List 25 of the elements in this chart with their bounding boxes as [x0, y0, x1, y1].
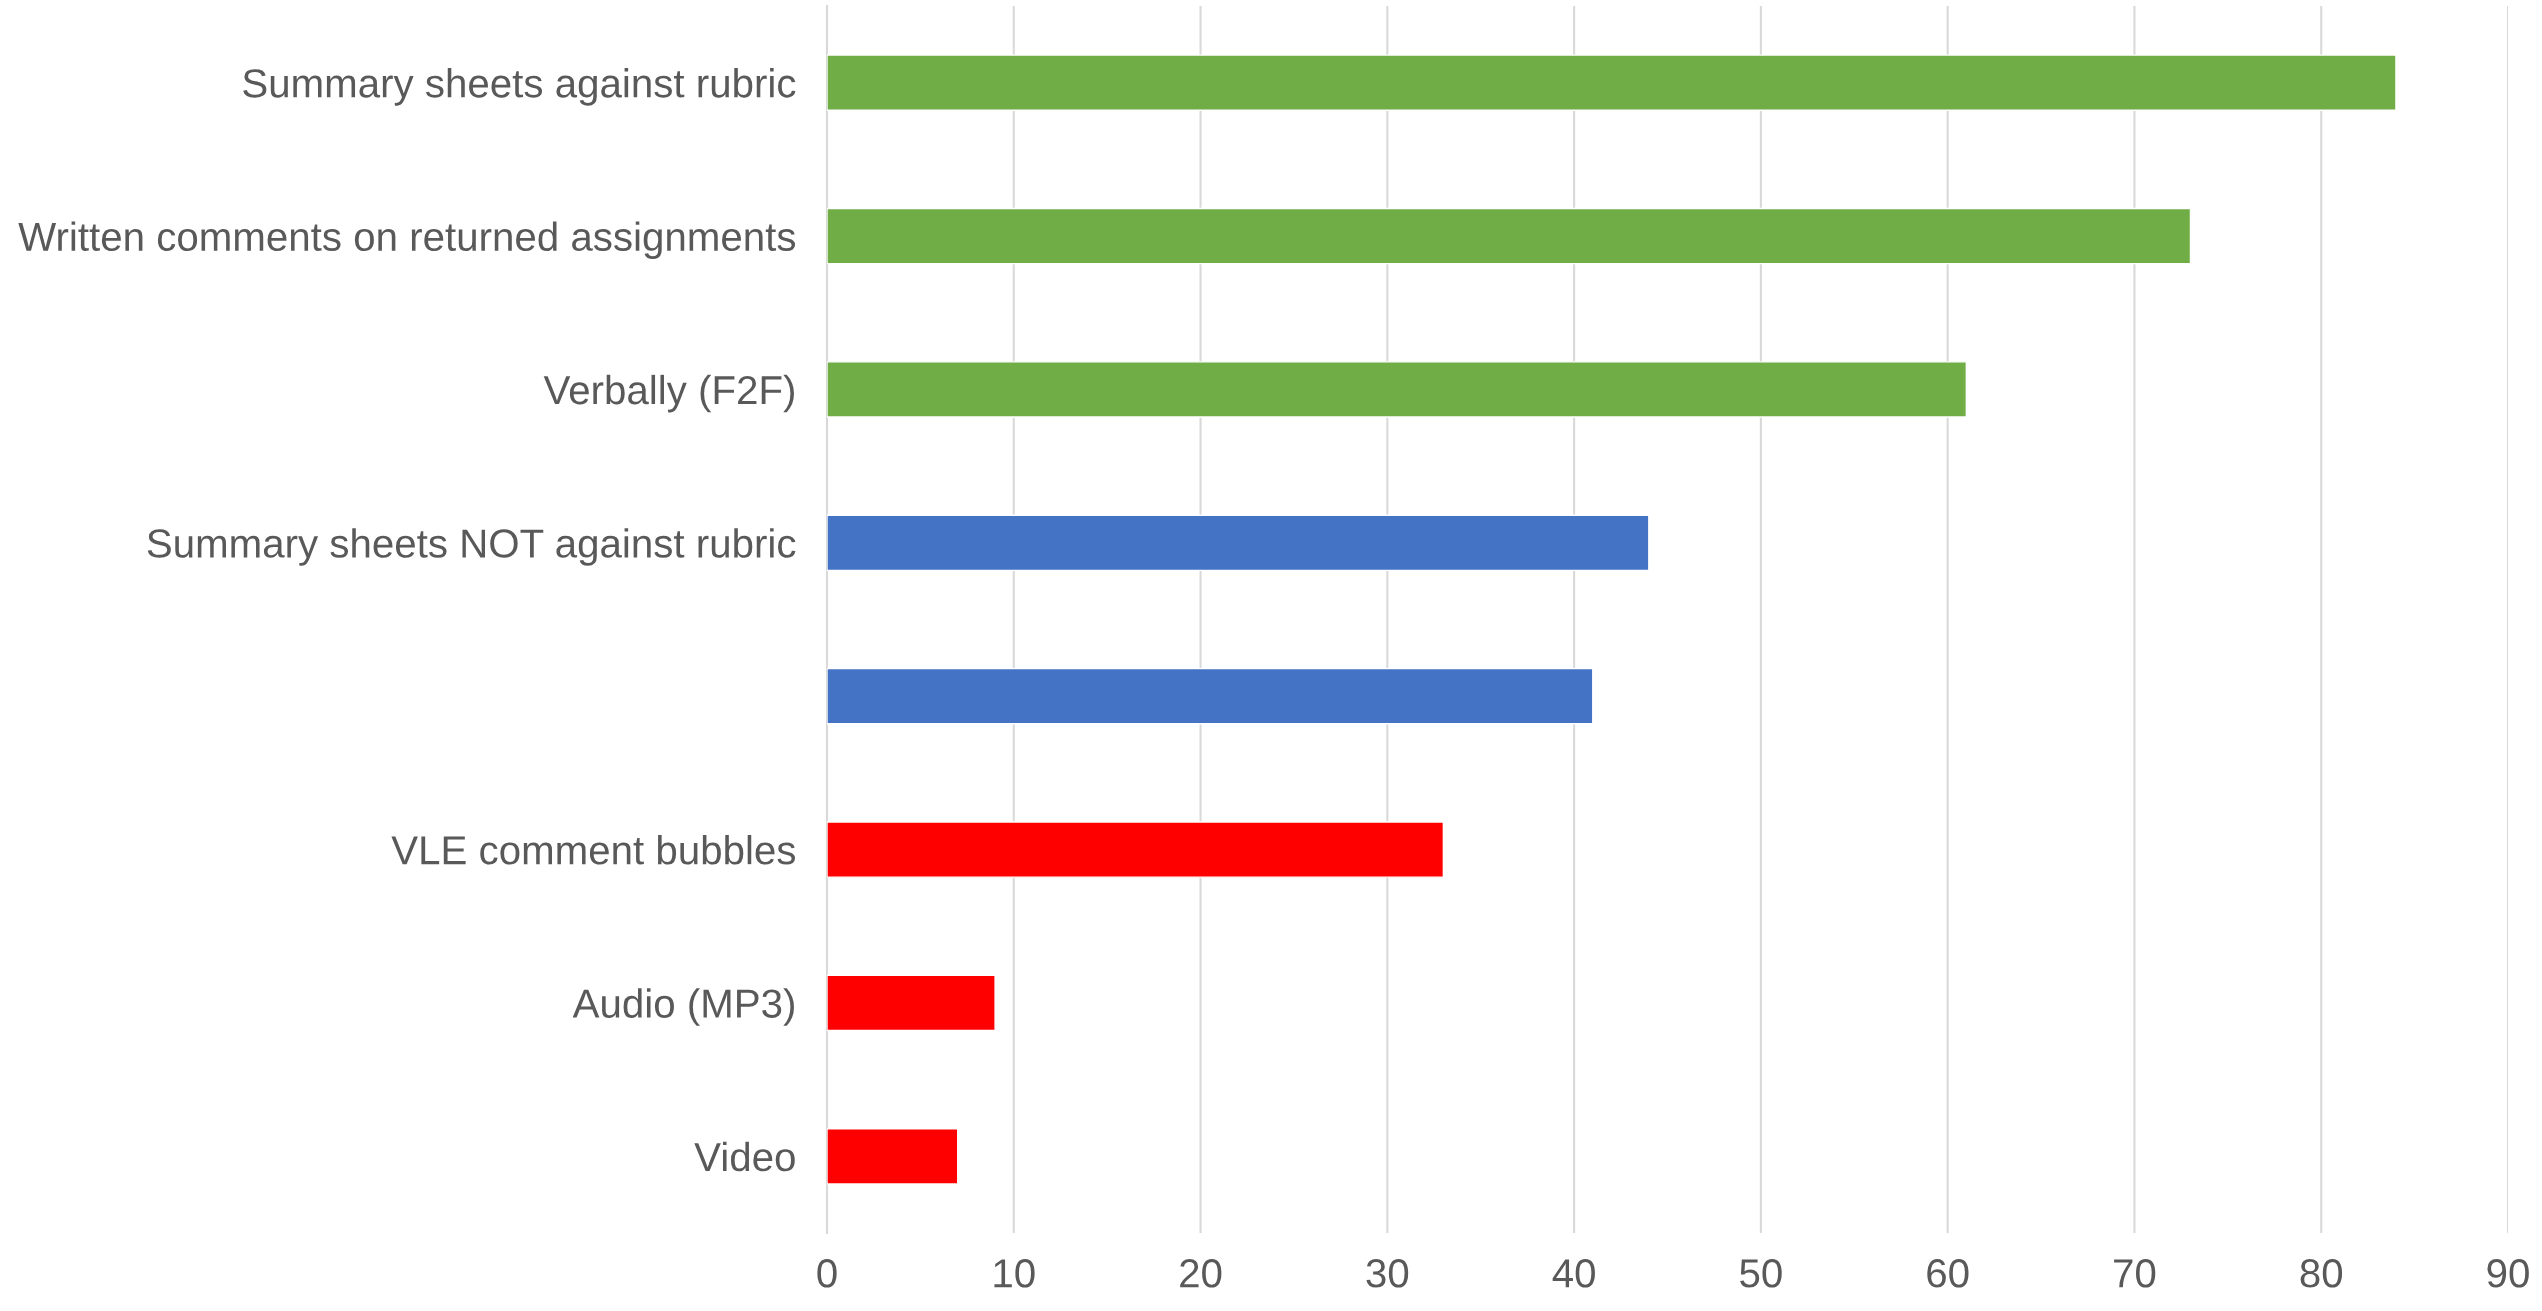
- y-tick-label: Video: [694, 1141, 795, 1172]
- y-tick-label: Audio (MP3): [572, 988, 794, 1026]
- bar: [827, 207, 2192, 265]
- x-tick-label: 40: [1552, 1259, 1595, 1288]
- x-tick-label: 50: [1740, 1259, 1782, 1288]
- x-tick-label: 10: [994, 1259, 1035, 1288]
- bar: [827, 54, 2397, 111]
- bar: [827, 1128, 959, 1185]
- y-tick-label: Written comments on returned assignments: [18, 221, 796, 260]
- y-tick-label: VLE comment bubbles: [391, 834, 796, 865]
- y-tick-label: Summary sheets NOT against rubric: [147, 528, 796, 566]
- y-tick-label: Summary sheets against rubric: [243, 68, 796, 106]
- x-tick-label: 30: [1366, 1259, 1409, 1288]
- bar: [827, 361, 1968, 418]
- bar: [827, 974, 996, 1032]
- bar: [827, 514, 1650, 572]
- y-tick-label: Verbally (F2F): [543, 374, 794, 413]
- x-tick-label: 0: [817, 1259, 837, 1288]
- bar: [827, 667, 1594, 725]
- x-tick-label: 90: [2487, 1259, 2529, 1288]
- x-tick-label: 20: [1180, 1259, 1222, 1288]
- x-tick-label: 80: [2300, 1259, 2343, 1288]
- x-tick-label: 60: [1927, 1259, 1969, 1288]
- bar: [827, 821, 1445, 878]
- x-tick-label: 70: [2114, 1259, 2156, 1288]
